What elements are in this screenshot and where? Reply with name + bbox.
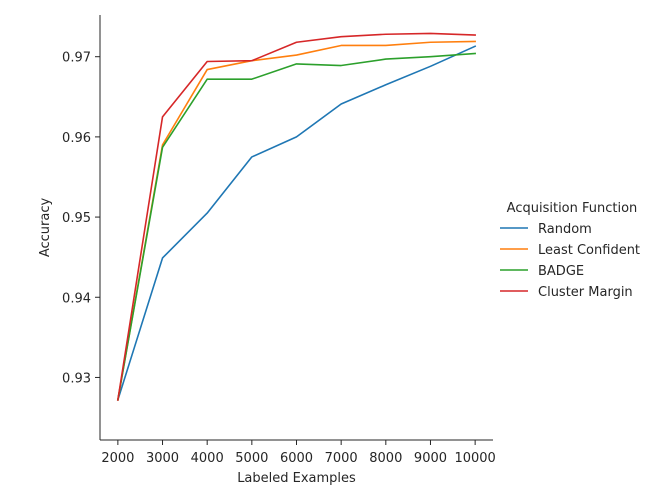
x-tick-label: 3000 — [146, 451, 179, 466]
y-tick-label: 0.97 — [62, 51, 91, 66]
legend-label: Cluster Margin — [538, 285, 633, 300]
legend-title: Acquisition Function — [507, 201, 638, 216]
x-ticks: 2000 3000 4000 5000 6000 7000 8000 9000 10000 — [101, 440, 496, 466]
x-tick-label: 10000 — [454, 451, 495, 466]
x-tick-label: 2000 — [101, 451, 134, 466]
axes — [99, 15, 493, 441]
series-lines — [116, 32, 477, 401]
legend-label: Least Confident — [538, 243, 640, 258]
x-tick-label: 7000 — [325, 451, 358, 466]
legend-label: BADGE — [538, 264, 584, 279]
series-line-cluster-margin — [116, 32, 476, 401]
x-tick-label: 5000 — [235, 451, 268, 466]
y-tick-label: 0.96 — [62, 131, 91, 146]
series-line-random — [116, 45, 477, 401]
x-tick-label: 8000 — [369, 451, 402, 466]
y-axis-title: Accuracy — [38, 198, 53, 258]
x-tick-label: 4000 — [191, 451, 224, 466]
legend: Acquisition Function Random Least Confide… — [500, 201, 640, 300]
y-tick-label: 0.93 — [62, 371, 91, 386]
y-tick-label: 0.94 — [62, 291, 91, 306]
legend-label: Random — [538, 222, 592, 237]
y-ticks: 0.93 0.94 0.95 0.96 0.97 — [62, 51, 100, 386]
series-line-badge — [116, 52, 476, 401]
x-tick-label: 9000 — [414, 451, 447, 466]
x-axis-title: Labeled Examples — [237, 471, 356, 486]
y-tick-label: 0.95 — [62, 211, 91, 226]
series-line-least-confident — [116, 40, 476, 401]
x-tick-label: 6000 — [280, 451, 313, 466]
